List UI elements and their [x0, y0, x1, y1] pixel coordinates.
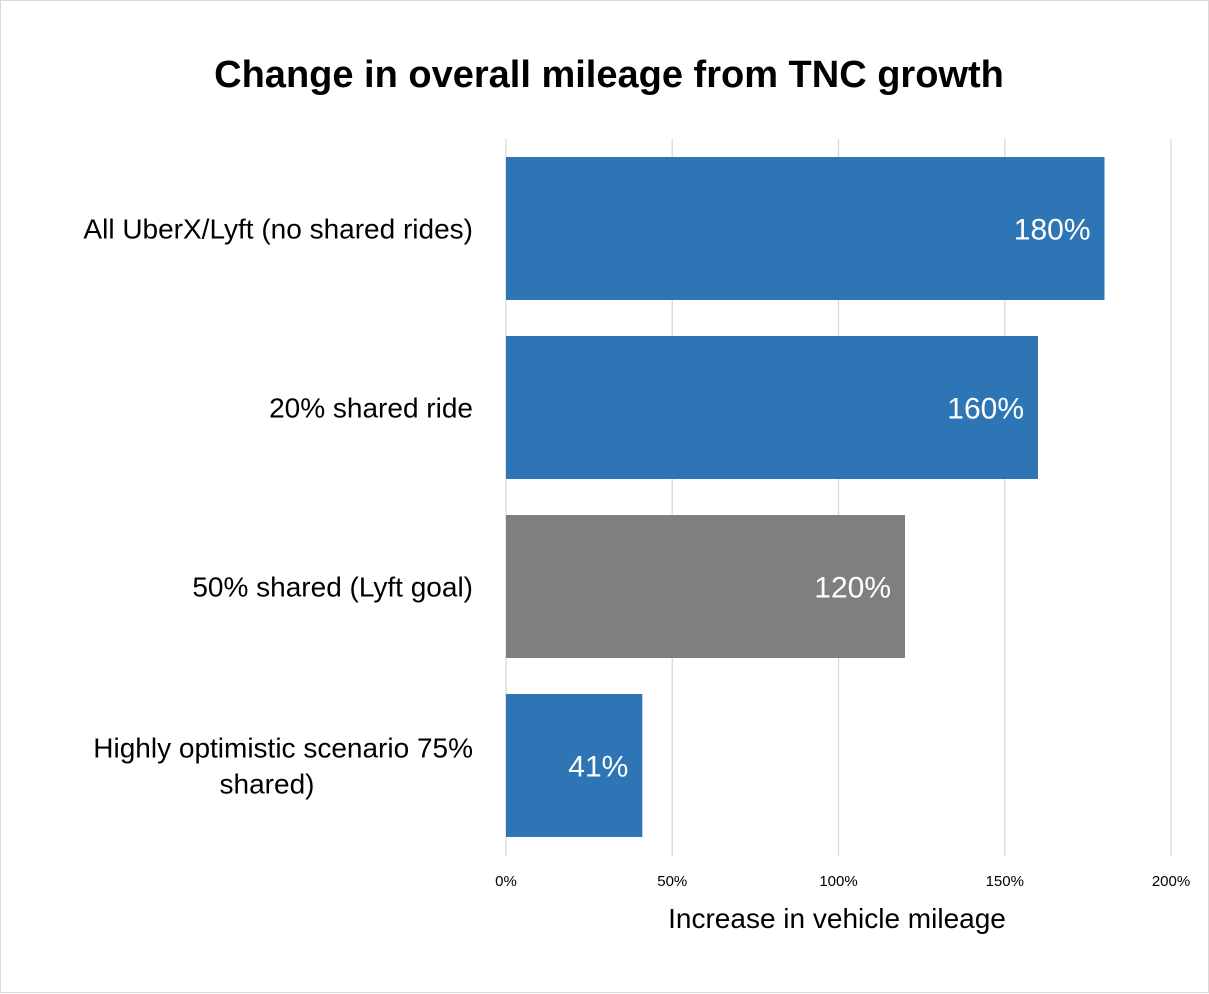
- category-label: 50% shared (Lyft goal): [192, 572, 473, 603]
- category-labels: All UberX/Lyft (no shared rides) 20% shar…: [83, 214, 473, 800]
- bar: [506, 157, 1105, 300]
- data-label: 180%: [1014, 214, 1091, 247]
- data-label: 160%: [947, 393, 1024, 426]
- x-axis-title: Increase in vehicle mileage: [668, 903, 1006, 934]
- bar: [506, 694, 643, 837]
- category-label: Highly optimistic scenario 75% shared): [93, 733, 473, 800]
- bar: [506, 515, 905, 658]
- bar: [506, 336, 1038, 479]
- category-label: 20% shared ride: [269, 393, 473, 424]
- category-label: All UberX/Lyft (no shared rides): [83, 214, 473, 245]
- x-tick-label: 150%: [986, 873, 1024, 890]
- data-label: 41%: [568, 751, 628, 784]
- x-tick-label: 200%: [1152, 873, 1190, 890]
- chart-title: Change in overall mileage from TNC growt…: [214, 54, 1004, 96]
- data-label: 120%: [814, 572, 891, 605]
- data-labels: 180% 160% 120% 41%: [568, 214, 1090, 784]
- x-tick-labels: 0% 50% 100% 150% 200%: [495, 873, 1190, 890]
- bars: [506, 157, 1105, 837]
- x-tick-label: 0%: [495, 873, 517, 890]
- x-tick-label: 50%: [657, 873, 687, 890]
- x-tick-label: 100%: [819, 873, 857, 890]
